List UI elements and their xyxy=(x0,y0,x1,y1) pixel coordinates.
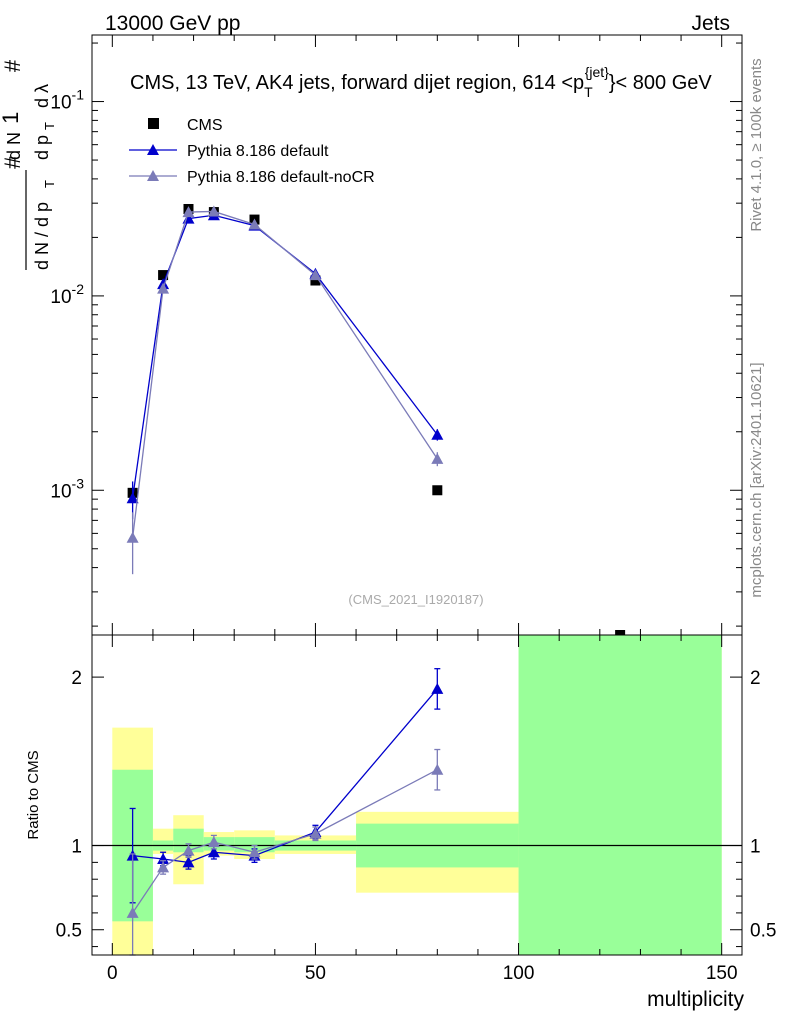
main-series-line xyxy=(131,214,438,499)
ratio-marks xyxy=(126,668,444,956)
main-point xyxy=(182,206,195,218)
analysis-watermark: (CMS_2021_I1920187) xyxy=(348,592,483,607)
ratio-ytick-label-left: 1 xyxy=(71,837,82,858)
ratio-point xyxy=(126,906,139,918)
rivet-label: Rivet 4.1.0, ≥ 100k events xyxy=(748,58,765,231)
svg-text:# 1 #: # 1 # xyxy=(0,59,25,169)
ratio-xtick-label: 0 xyxy=(107,963,118,984)
main-panel: 10-3 10-2 10-1 CMS, 13 TeV, AK4 jets, forw… xyxy=(0,34,743,640)
ratio-point xyxy=(431,763,444,775)
legend-marker-default xyxy=(147,144,159,155)
main-point xyxy=(431,452,444,464)
ratio-panel: 0.5 0.5 1 1 2 2 0 50 100 150 Ratio to CMS multipl… xyxy=(25,634,776,1011)
main-ytick-label: 10-1 xyxy=(50,87,84,114)
main-point xyxy=(431,428,444,440)
main-point xyxy=(207,205,220,217)
ratio-ytick-label-left: 0.5 xyxy=(56,921,82,942)
category-label: Jets xyxy=(691,12,730,35)
ratio-ytick-label-left: 2 xyxy=(71,668,82,689)
main-ytick-label: 10-2 xyxy=(50,281,84,308)
svg-text:T: T xyxy=(42,180,57,188)
svg-text:d N: d N xyxy=(4,132,24,160)
main-point xyxy=(126,531,139,543)
ratio-band-green xyxy=(518,635,722,955)
ratio-point xyxy=(248,846,261,858)
main-point xyxy=(309,269,322,281)
ratio-point xyxy=(182,844,195,856)
main-point-cms xyxy=(310,275,321,286)
main-title: CMS, 13 TeV, AK4 jets, forward dijet reg… xyxy=(130,64,712,100)
ratio-band-green xyxy=(173,828,204,853)
svg-text:T: T xyxy=(42,122,57,130)
legend-label-nocr: Pythia 8.186 default-noCR xyxy=(187,169,375,186)
x-axis-label: multiplicity xyxy=(647,988,744,1011)
ratio-point xyxy=(182,856,195,868)
mcplots-label: mcplots.cern.ch [arXiv:2401.10621] xyxy=(748,362,765,597)
legend-marker-cms xyxy=(148,118,159,129)
ratio-point xyxy=(207,846,220,858)
ratio-axes: 0.5 0.5 1 1 2 2 0 50 100 150 xyxy=(56,635,776,984)
ratio-frame xyxy=(91,634,743,956)
ratio-bands xyxy=(92,635,742,955)
ratio-point xyxy=(207,836,220,848)
svg-text:d p: d p xyxy=(32,135,52,160)
ratio-ytick-label-right: 1 xyxy=(750,837,761,858)
ratio-xtick-label: 150 xyxy=(706,963,738,984)
legend-label-cms: CMS xyxy=(187,117,223,134)
legend-label-default: Pythia 8.186 default xyxy=(187,143,329,160)
main-point-cms xyxy=(432,485,443,496)
ratio-band-green xyxy=(234,837,275,853)
main-point-cms xyxy=(158,270,169,281)
main-marks xyxy=(126,203,626,640)
ratio-point xyxy=(157,861,170,873)
main-ylabel: # 1 # d N / d p T d N d p T d λ xyxy=(0,59,57,270)
ratio-point xyxy=(431,682,444,694)
svg-text:d λ: d λ xyxy=(32,84,52,108)
ratio-ytick-label-right: 0.5 xyxy=(750,921,776,942)
main-ytick-label: 10-3 xyxy=(50,475,84,502)
ratio-point xyxy=(309,827,322,839)
ratio-xtick-label: 50 xyxy=(305,963,326,984)
ratio-ytick-label-right: 2 xyxy=(750,668,761,689)
svg-text:d N / d p: d N / d p xyxy=(32,202,52,270)
main-point xyxy=(126,492,139,504)
legend-marker-nocr xyxy=(147,170,159,181)
main-point xyxy=(248,218,261,230)
energy-label: 13000 GeV pp xyxy=(105,12,240,35)
ratio-ylabel: Ratio to CMS xyxy=(25,750,42,839)
main-point xyxy=(157,282,170,294)
ratio-xtick-label: 100 xyxy=(503,963,535,984)
legend: CMS Pythia 8.186 default Pythia 8.186 de… xyxy=(129,117,375,186)
